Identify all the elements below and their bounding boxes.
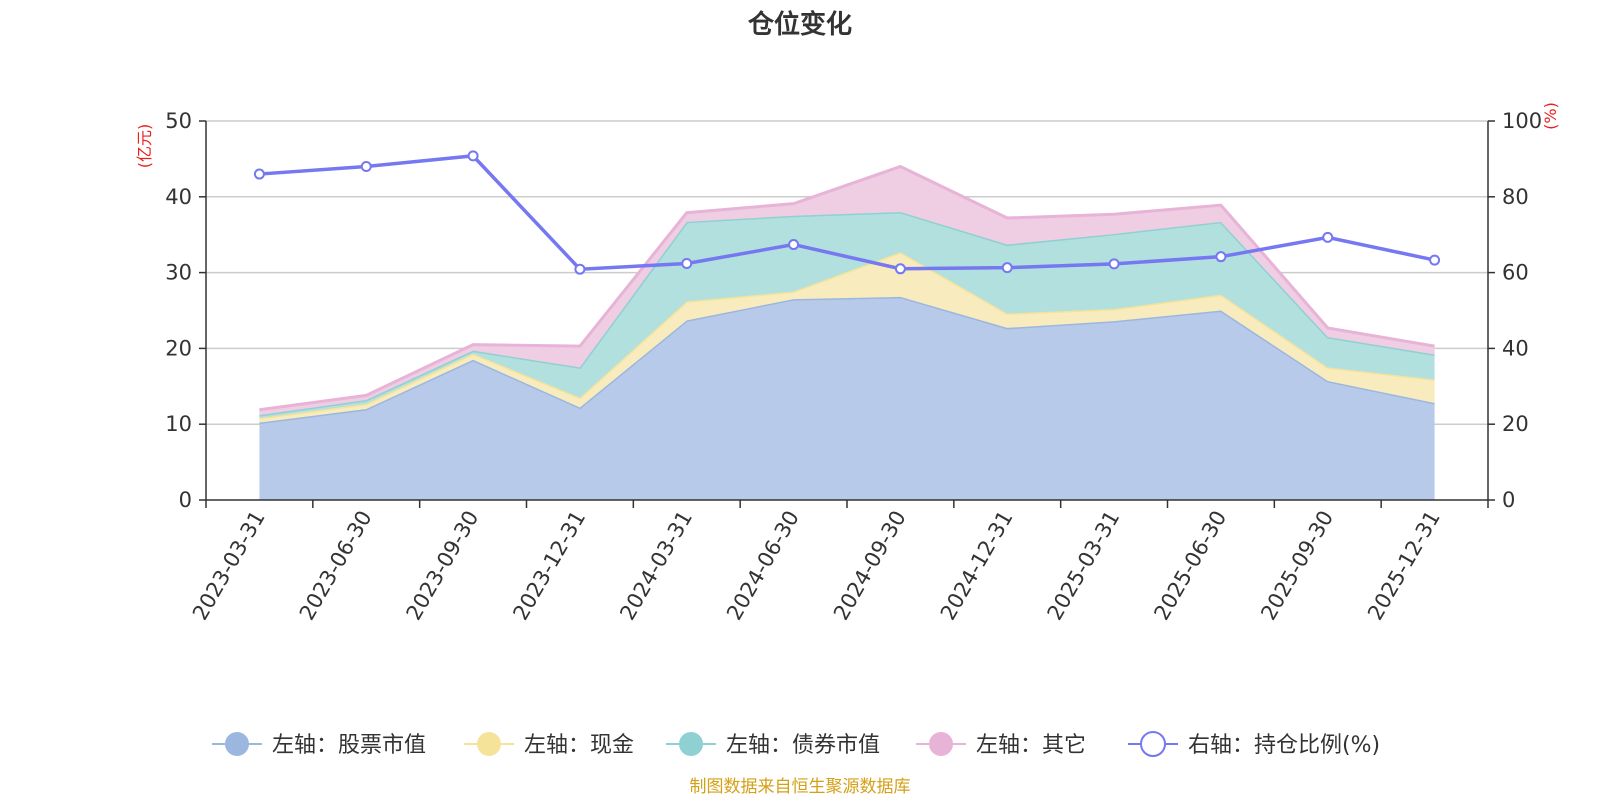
chart-title: 仓位变化 [747,9,852,40]
ratio-point [1429,254,1441,266]
legend-label: 左轴：其它 [976,733,1086,758]
x-tick-label: 2023-06-30 [295,507,377,625]
legend-item: 右轴：持仓比例(%) [1128,731,1380,758]
left-axis-unit: (亿元) [135,124,154,169]
x-tick-label: 2025-06-30 [1149,507,1231,625]
ratio-point [1322,231,1334,243]
area-edge-左轴：其它 [259,164,1435,412]
legend-marker [929,732,953,756]
x-tick-label: 2025-03-31 [1043,507,1125,625]
x-tick-label: 2024-09-30 [829,507,911,625]
ratio-point [253,168,265,180]
ratio-point [894,263,906,275]
legend-label: 右轴：持仓比例(%) [1188,733,1380,758]
legend-item: 左轴：股票市值 [212,732,426,758]
x-tick-label: 2024-12-31 [936,507,1018,625]
ratio-point [574,263,586,275]
x-tick-label: 2023-09-30 [402,507,484,625]
left-tick-label: 0 [179,488,192,512]
ratio-point [1215,251,1227,263]
stacked-areas [259,164,1435,500]
ratio-line-path [259,154,1435,271]
right-tick-label: 20 [1502,412,1529,436]
legend-label: 左轴：股票市值 [272,733,426,758]
ratio-point [467,150,479,162]
legend-marker [477,732,501,756]
x-tick-label: 2024-03-31 [615,507,697,625]
legend-marker [1140,731,1166,757]
right-axis-unit: (%) [1541,102,1560,130]
legend-marker [679,732,703,756]
ratio-point [1108,258,1120,270]
x-tick-label: 2025-09-30 [1256,507,1338,625]
right-tick-label: 40 [1502,336,1529,360]
area-左轴：股票市值 [259,296,1435,500]
right-tick-label: 60 [1502,261,1529,285]
ratio-point [360,160,372,172]
left-tick-label: 50 [165,109,192,133]
legend-label: 左轴：现金 [524,733,634,758]
ratio-point [681,258,693,270]
x-tick-label: 2025-12-31 [1363,507,1445,625]
ratio-point [1001,262,1013,274]
area-左轴：其它 [259,166,1435,416]
left-tick-label: 40 [165,185,192,209]
left-tick-label: 10 [165,412,192,436]
legend-item: 左轴：现金 [464,732,634,758]
left-tick-label: 30 [165,261,192,285]
right-tick-label: 100 [1502,109,1542,133]
holding-ratio-line [253,150,1441,275]
area-左轴：现金 [259,252,1435,423]
right-tick-label: 80 [1502,185,1529,209]
x-tick-label: 2023-12-31 [508,507,590,625]
legend-item: 左轴：债券市值 [666,732,880,758]
legend-item: 左轴：其它 [916,732,1086,758]
ratio-point [788,239,800,251]
legend: 左轴：股票市值 左轴：现金 左轴：债券市值 左轴：其它 右轴：持仓比例(%) [212,731,1380,758]
data-source: 制图数据来自恒生聚源数据库 [690,777,911,797]
left-tick-label: 20 [165,336,192,360]
right-tick-label: 0 [1502,488,1515,512]
legend-label: 左轴：债券市值 [726,733,880,758]
x-tick-label: 2023-03-31 [188,507,270,625]
legend-marker [225,732,249,756]
x-tick-label: 2024-06-30 [722,507,804,625]
